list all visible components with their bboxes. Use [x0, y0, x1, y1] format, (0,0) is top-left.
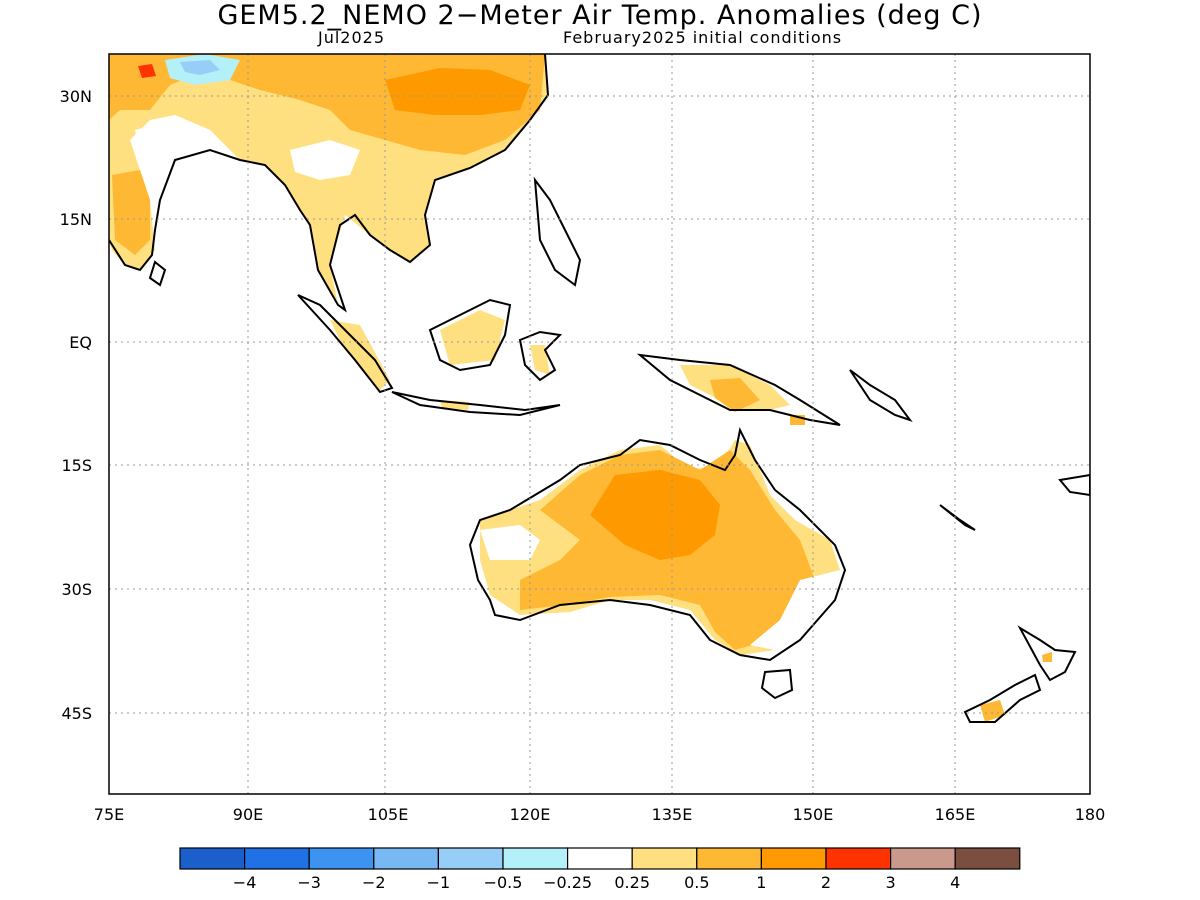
colorbar-swatch [631, 847, 698, 870]
colorbar-swatch [373, 847, 439, 870]
colorbar-label: −1 [427, 873, 451, 892]
colorbar: −4 −3 −2 −1 −0.5 −0.25 0.25 0.5 1 2 3 4 [179, 847, 1021, 892]
map-frame [108, 53, 1091, 795]
colorbar-label: 0.25 [614, 873, 650, 892]
colorbar-label: −0.25 [543, 873, 592, 892]
australia-se-no-anomaly [750, 570, 840, 650]
colorbar-swatch [889, 847, 956, 870]
colorbar-swatch [696, 847, 762, 870]
colorbar-swatch [437, 847, 504, 870]
colorbar-label: 0.5 [684, 873, 709, 892]
colorbar-label: −0.5 [484, 873, 523, 892]
red-anomaly [138, 64, 156, 78]
lat-label-45s: 45S [61, 704, 92, 723]
colorbar-swatch [179, 847, 246, 870]
lon-label-150e: 150E [793, 805, 834, 824]
colorbar-label: −3 [297, 873, 321, 892]
asia-no-anomaly [135, 120, 240, 200]
initial-conditions: February2025 initial conditions [563, 28, 843, 47]
colorbar-swatch [954, 847, 1021, 870]
lon-label-165e: 165E [935, 805, 976, 824]
lon-label-180: 180 [1075, 805, 1106, 824]
lon-label-105e: 105E [368, 805, 409, 824]
lat-label-30s: 30S [61, 580, 92, 599]
australia-anomaly-strong [590, 470, 720, 560]
new-guinea-anomaly-medium [710, 378, 760, 412]
colorbar-label: 4 [950, 873, 960, 892]
colorbar-label: −4 [233, 873, 257, 892]
australia-nw-no-anomaly [480, 525, 540, 560]
china-anomaly-strong [385, 68, 530, 115]
colorbar-label: 1 [756, 873, 766, 892]
lat-label-15s: 15S [61, 456, 92, 475]
lon-label-90e: 90E [233, 805, 263, 824]
gridlines [109, 54, 1090, 794]
colorbar-swatch [308, 847, 375, 870]
longitude-axis: 75E 90E 105E 120E 135E 150E 165E 180 [94, 805, 1106, 824]
new-zealand-north-anomaly [1042, 652, 1052, 662]
lat-label-eq: EQ [69, 333, 92, 352]
tibet-no-anomaly [290, 140, 360, 180]
india-anomaly-medium [112, 170, 150, 255]
colorbar-swatch [502, 847, 569, 870]
cool-anomaly-core [180, 60, 220, 75]
colorbar-label: 3 [886, 873, 896, 892]
colorbar-swatch [825, 847, 892, 870]
colorbar-swatch [244, 847, 310, 870]
colorbar-label: −2 [362, 873, 386, 892]
lon-label-135e: 135E [652, 805, 693, 824]
lon-label-120e: 120E [510, 805, 551, 824]
colorbar-swatch [566, 847, 633, 870]
lat-label-15n: 15N [60, 210, 92, 229]
lon-label-75e: 75E [94, 805, 124, 824]
borneo-anomaly [440, 310, 505, 365]
anomaly-shading [109, 54, 1052, 722]
lat-label-30n: 30N [60, 87, 92, 106]
sulawesi-anomaly [530, 345, 550, 375]
valid-month: Jul2025 [318, 28, 386, 47]
coastlines [109, 54, 1090, 723]
latitude-axis: 30N 15N EQ 15S 30S 45S [60, 87, 92, 723]
sumatra-anomaly [330, 320, 390, 390]
map-title: GEM5.2_NEMO 2−Meter Air Temp. Anomalies … [217, 0, 983, 31]
colorbar-swatch [760, 847, 827, 870]
colorbar-label: 2 [821, 873, 831, 892]
new-zealand-anomaly [980, 700, 1005, 722]
